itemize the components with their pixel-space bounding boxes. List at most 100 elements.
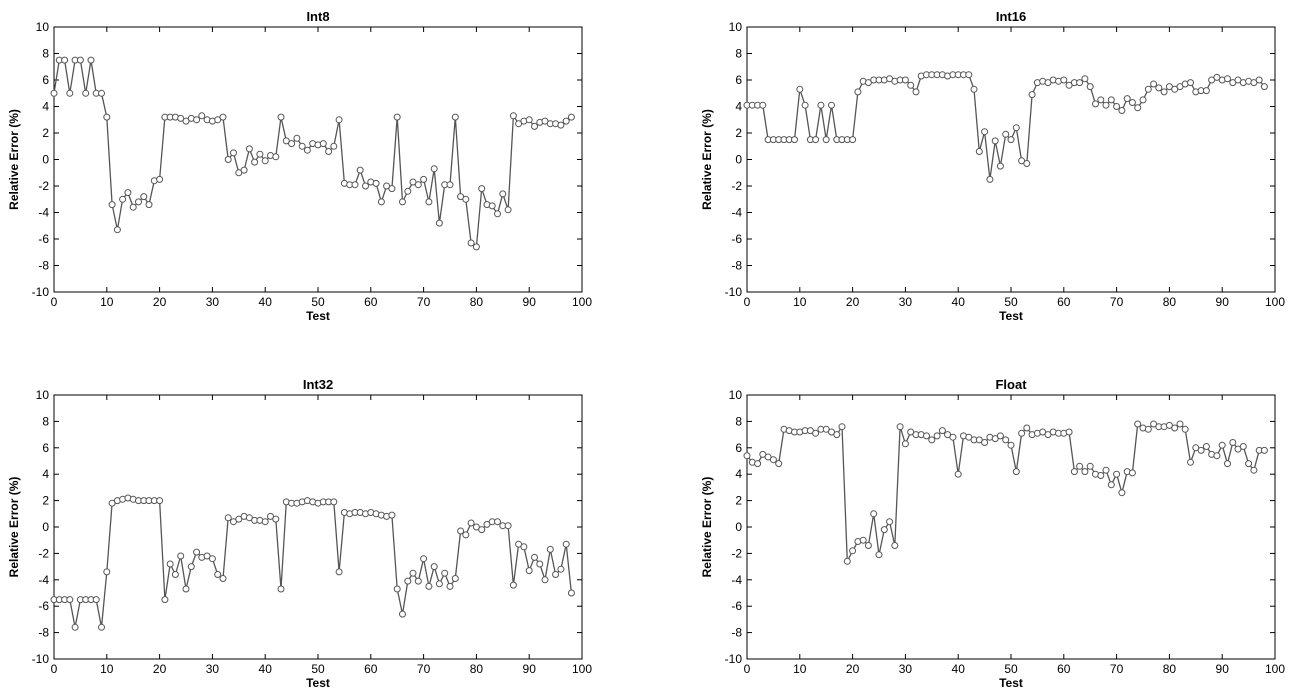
x-tick-label: 10 (100, 295, 114, 309)
x-tick-label: 100 (572, 662, 592, 676)
y-axis-label: Relative Error (%) (700, 109, 714, 210)
y-tick-label: 6 (42, 441, 49, 455)
data-point (261, 518, 269, 526)
data-point (567, 113, 575, 121)
data-point (552, 571, 560, 578)
data-point (1224, 460, 1231, 468)
y-tick-label: -4 (731, 573, 742, 587)
data-point (907, 81, 915, 89)
data-point (224, 514, 232, 522)
data-point (414, 181, 422, 189)
data-point (108, 201, 116, 209)
data-point (509, 112, 517, 120)
y-tick-label: 6 (735, 441, 742, 455)
y-axis-label: Relative Error (%) (7, 477, 21, 578)
data-point (435, 580, 443, 588)
data-point (764, 453, 772, 461)
data-point (66, 596, 74, 604)
data-point (1113, 103, 1121, 110)
data-point (351, 181, 359, 189)
data-point (562, 540, 570, 548)
data-point (1165, 83, 1173, 91)
data-point (1023, 160, 1031, 167)
data-point (404, 577, 412, 585)
data-point (177, 552, 185, 560)
y-tick-label: -10 (725, 285, 743, 299)
x-tick-label: 30 (899, 295, 913, 309)
y-tick-label: -6 (731, 232, 742, 246)
x-tick-label: 0 (51, 662, 58, 676)
y-tick-label: -10 (725, 652, 743, 666)
y-tick-label: 4 (735, 467, 742, 481)
y-tick-label: 0 (735, 520, 742, 534)
y-tick-label: 0 (42, 520, 49, 534)
x-axis-label: Test (999, 676, 1023, 690)
data-point (409, 569, 417, 577)
y-tick-label: 10 (729, 20, 743, 34)
data-point (193, 548, 201, 556)
x-tick-label: 40 (259, 295, 273, 309)
x-tick-label: 60 (1057, 295, 1071, 309)
x-tick-label: 50 (311, 295, 325, 309)
data-point (140, 193, 148, 201)
y-tick-label: 6 (42, 73, 49, 87)
y-tick-label: -8 (731, 259, 742, 273)
data-point (525, 116, 533, 124)
data-point (1012, 124, 1020, 132)
x-tick-label: 0 (744, 662, 751, 676)
data-point (849, 547, 857, 555)
y-tick-label: -10 (32, 285, 50, 299)
data-point (1245, 460, 1253, 468)
chart-title: Int16 (996, 9, 1026, 24)
data-point (76, 56, 84, 64)
data-point (166, 560, 174, 568)
data-point (912, 88, 920, 96)
data-point (1202, 87, 1210, 95)
data-point (541, 576, 549, 584)
data-point (1102, 466, 1110, 474)
data-point (277, 113, 285, 121)
x-tick-label: 70 (1110, 295, 1124, 309)
data-point (272, 515, 280, 523)
y-tick-label: -2 (731, 179, 742, 193)
data-point (562, 117, 570, 125)
plot-frame (53, 26, 583, 293)
data-point (1134, 104, 1142, 112)
data-point (1081, 75, 1089, 83)
data-point (356, 166, 364, 174)
x-axis-label: Test (306, 309, 330, 323)
y-tick-label: -8 (731, 626, 742, 640)
data-point (1002, 436, 1010, 444)
data-point (277, 585, 285, 593)
data-point (1081, 468, 1089, 476)
x-tick-label: 80 (1163, 662, 1177, 676)
y-tick-label: 4 (42, 100, 49, 114)
data-point (393, 113, 401, 121)
data-point (1102, 101, 1110, 109)
y-tick-label: -8 (38, 626, 49, 640)
x-axis-label: Test (306, 676, 330, 690)
y-tick-label: -10 (32, 652, 50, 666)
data-point (494, 518, 501, 526)
data-point (1060, 76, 1068, 84)
data-point (1128, 469, 1136, 477)
data-point (870, 510, 878, 518)
data-point (938, 427, 946, 435)
data-point (1065, 428, 1073, 436)
y-tick-label: -2 (38, 546, 49, 560)
data-point (182, 117, 190, 125)
data-point (1250, 466, 1258, 474)
x-tick-label: 20 (846, 662, 860, 676)
data-point (335, 116, 343, 124)
data-point (954, 470, 962, 478)
x-tick-label: 90 (523, 662, 537, 676)
data-point (245, 145, 253, 153)
y-axis-label: Relative Error (%) (7, 109, 21, 210)
x-tick-label: 60 (1057, 662, 1071, 676)
y-tick-label: 8 (735, 414, 742, 428)
data-point (446, 181, 454, 189)
data-point (288, 140, 296, 148)
data-point (1260, 446, 1268, 454)
x-tick-label: 70 (417, 295, 431, 309)
y-tick-label: 4 (42, 467, 49, 481)
